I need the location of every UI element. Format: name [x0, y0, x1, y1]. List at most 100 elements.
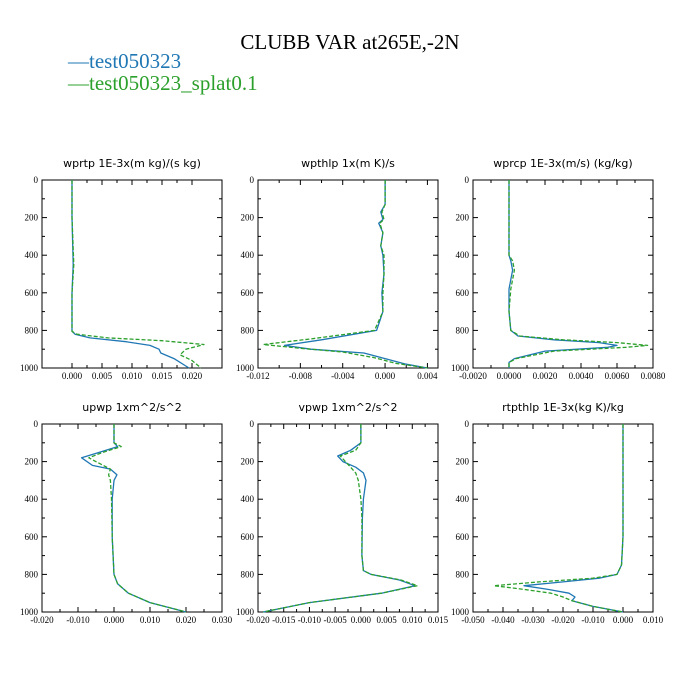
y-tick-label: 400: [456, 250, 470, 260]
x-tick-label: -0.050: [461, 615, 485, 625]
panel-title: wprcp 1E-3x(m/s) (kg/kg): [493, 157, 632, 170]
series-line-2: [71, 180, 205, 369]
x-tick-label: 0.010: [402, 615, 423, 625]
x-tick-label: -0.010: [66, 615, 90, 625]
chart-panel-4: upwp 1xm^2/s^2 0 200 400 600 800 1000-0.020 -0.…: [20, 401, 233, 625]
panel-title: vpwp 1xm^2/s^2: [298, 401, 397, 414]
plot-frame: [472, 423, 654, 613]
y-tick-label: 800: [456, 569, 470, 579]
x-tick-label: 0.0040: [569, 371, 594, 381]
series-line-1: [80, 424, 187, 613]
legend-label: test050323_splat0.1: [89, 71, 258, 95]
x-tick-label: -0.020: [246, 615, 270, 625]
y-tick-label: 1000: [20, 363, 39, 373]
series-line-2: [262, 180, 428, 369]
panel-title: upwp 1xm^2/s^2: [82, 401, 182, 414]
x-tick-label: -0.010: [581, 615, 605, 625]
x-tick-label: 0.000: [375, 371, 396, 381]
x-tick-label: -0.040: [491, 615, 515, 625]
y-tick-label: 600: [25, 288, 39, 298]
chart-panel-3: wprcp 1E-3x(m/s) (kg/kg) 0 200 400 600 800 100…: [451, 157, 666, 381]
legend-label: test050323: [89, 49, 182, 73]
x-tick-label: 0.0020: [533, 371, 558, 381]
series-line-1: [262, 424, 416, 613]
x-tick-label: -0.015: [272, 615, 296, 625]
x-tick-label: 0.000: [62, 371, 83, 381]
x-tick-label: -0.004: [331, 371, 355, 381]
panel-title: rtpthlp 1E-3x(kg K)/kg: [502, 401, 624, 414]
legend-entry-2: —test050323_splat0.1: [68, 72, 258, 94]
y-tick-label: 1000: [236, 607, 255, 617]
x-tick-label: 0.020: [182, 371, 203, 381]
y-tick-label: 200: [25, 457, 39, 467]
x-tick-label: -0.012: [246, 371, 269, 381]
x-tick-label: -0.020: [551, 615, 575, 625]
y-tick-label: 800: [241, 569, 255, 579]
y-tick-label: 0: [250, 419, 255, 429]
x-tick-label: 0.000: [613, 615, 634, 625]
x-tick-label: 0.015: [152, 371, 173, 381]
x-tick-label: 0.000: [351, 615, 372, 625]
series-line-1: [508, 180, 618, 368]
chart-panel-1: wprtp 1E-3x(m kg)/(s kg) 0 200 400 600 800 100…: [20, 157, 223, 381]
x-tick-label: 0.010: [140, 615, 161, 625]
x-tick-label: 0.010: [643, 615, 664, 625]
y-tick-label: 200: [456, 457, 470, 467]
x-tick-label: 0.005: [92, 371, 113, 381]
plot-frame: [41, 179, 223, 369]
y-tick-label: 200: [241, 213, 255, 223]
y-tick-label: 600: [25, 532, 39, 542]
x-tick-label: 0.020: [176, 615, 197, 625]
legend-line-icon: —: [68, 49, 89, 73]
x-tick-label: -0.020: [30, 615, 54, 625]
y-tick-label: 0: [465, 419, 470, 429]
panel-title: wpthlp 1x(m K)/s: [301, 157, 395, 170]
y-tick-label: 0: [465, 175, 470, 185]
series-line-1: [71, 180, 190, 369]
y-tick-label: 800: [456, 325, 470, 335]
y-tick-label: 800: [241, 325, 255, 335]
x-tick-label: 0.030: [212, 615, 233, 625]
x-tick-label: 0.0000: [497, 371, 522, 381]
y-tick-label: 1000: [236, 363, 255, 373]
y-tick-label: 400: [25, 494, 39, 504]
legend-line-icon: —: [68, 71, 89, 95]
legend-entry-1: —test050323: [68, 50, 181, 72]
x-tick-label: 0.005: [376, 615, 397, 625]
y-tick-label: 400: [456, 494, 470, 504]
y-tick-label: 0: [34, 419, 39, 429]
x-tick-label: 0.0060: [605, 371, 630, 381]
x-tick-label: 0.004: [417, 371, 438, 381]
y-tick-label: 800: [25, 325, 39, 335]
figure-title: CLUBB VAR at265E,-2N: [240, 30, 460, 54]
y-tick-label: 600: [241, 532, 255, 542]
series-line-2: [493, 424, 624, 613]
y-tick-label: 1000: [451, 607, 470, 617]
series-line-2: [88, 424, 187, 613]
y-tick-label: 1000: [451, 363, 470, 373]
y-tick-label: 1000: [20, 607, 39, 617]
series-line-2: [508, 180, 649, 368]
x-tick-label: -0.0020: [459, 371, 487, 381]
y-tick-label: 200: [241, 457, 255, 467]
y-tick-label: 0: [34, 175, 39, 185]
plot-frame: [41, 423, 223, 613]
series-line-1: [283, 180, 428, 369]
y-tick-label: 600: [456, 532, 470, 542]
series-line-2: [262, 424, 419, 613]
x-tick-label: 0.010: [122, 371, 143, 381]
x-tick-label: 0.015: [428, 615, 449, 625]
x-tick-label: 0.000: [104, 615, 125, 625]
y-tick-label: 400: [241, 250, 255, 260]
x-tick-label: -0.030: [521, 615, 545, 625]
chart-panel-6: rtpthlp 1E-3x(kg K)/kg02004006008001000-…: [451, 401, 664, 625]
y-tick-label: 200: [25, 213, 39, 223]
y-tick-label: 600: [241, 288, 255, 298]
y-tick-label: 800: [25, 569, 39, 579]
y-tick-label: 400: [25, 250, 39, 260]
chart-panel-2: wpthlp 1x(m K)/s 0 200 400 600 800 1000-0.012 -…: [236, 157, 439, 381]
panel-title: wprtp 1E-3x(m kg)/(s kg): [63, 157, 201, 170]
series-line-1: [523, 424, 624, 613]
